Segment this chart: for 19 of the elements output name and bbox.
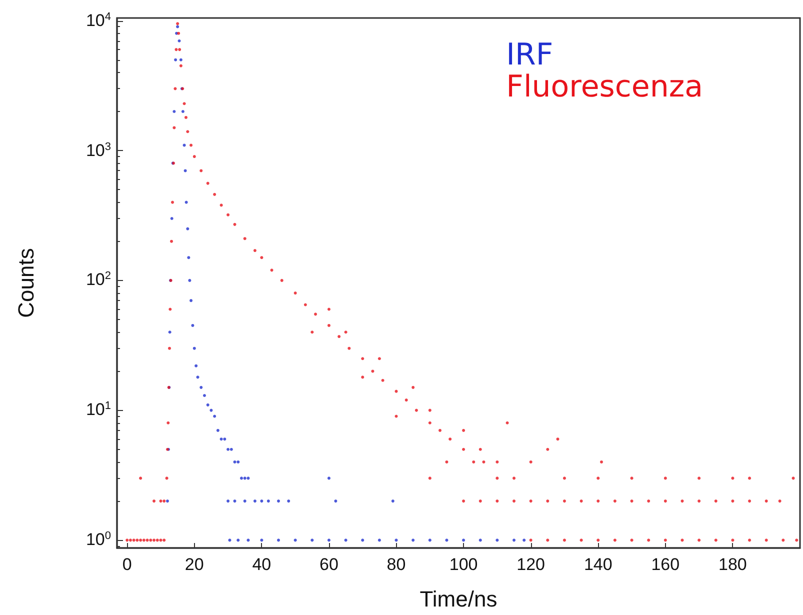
x-tick-label: 40	[252, 555, 272, 574]
x-tick-label: 180	[718, 555, 747, 574]
x-tick-label: 20	[184, 555, 204, 574]
x-tick-label: 140	[584, 555, 612, 574]
text: IRF	[506, 38, 554, 72]
x-tick-label: 120	[516, 555, 546, 574]
y-tick-label: 10$^{3}$	[86, 140, 111, 162]
y-tick-label: 10$^{1}$	[86, 399, 111, 422]
x-axis-title: Time/ns	[420, 586, 498, 612]
x-tick-label: 80	[386, 555, 406, 574]
x-tick-label: 100	[449, 555, 478, 574]
x-tick-label: 0	[122, 555, 132, 574]
y-tick-label: 10$^{0}$	[86, 529, 111, 552]
x-tick-label: 60	[320, 555, 338, 574]
y-axis-title: Counts	[14, 248, 38, 318]
y-tick-label: 10$^{2}$	[86, 269, 111, 292]
y-tick-label: 10$^{4}$	[86, 10, 111, 32]
x-tick-label: 160	[651, 555, 680, 574]
text: Fluorescenza	[506, 70, 704, 104]
